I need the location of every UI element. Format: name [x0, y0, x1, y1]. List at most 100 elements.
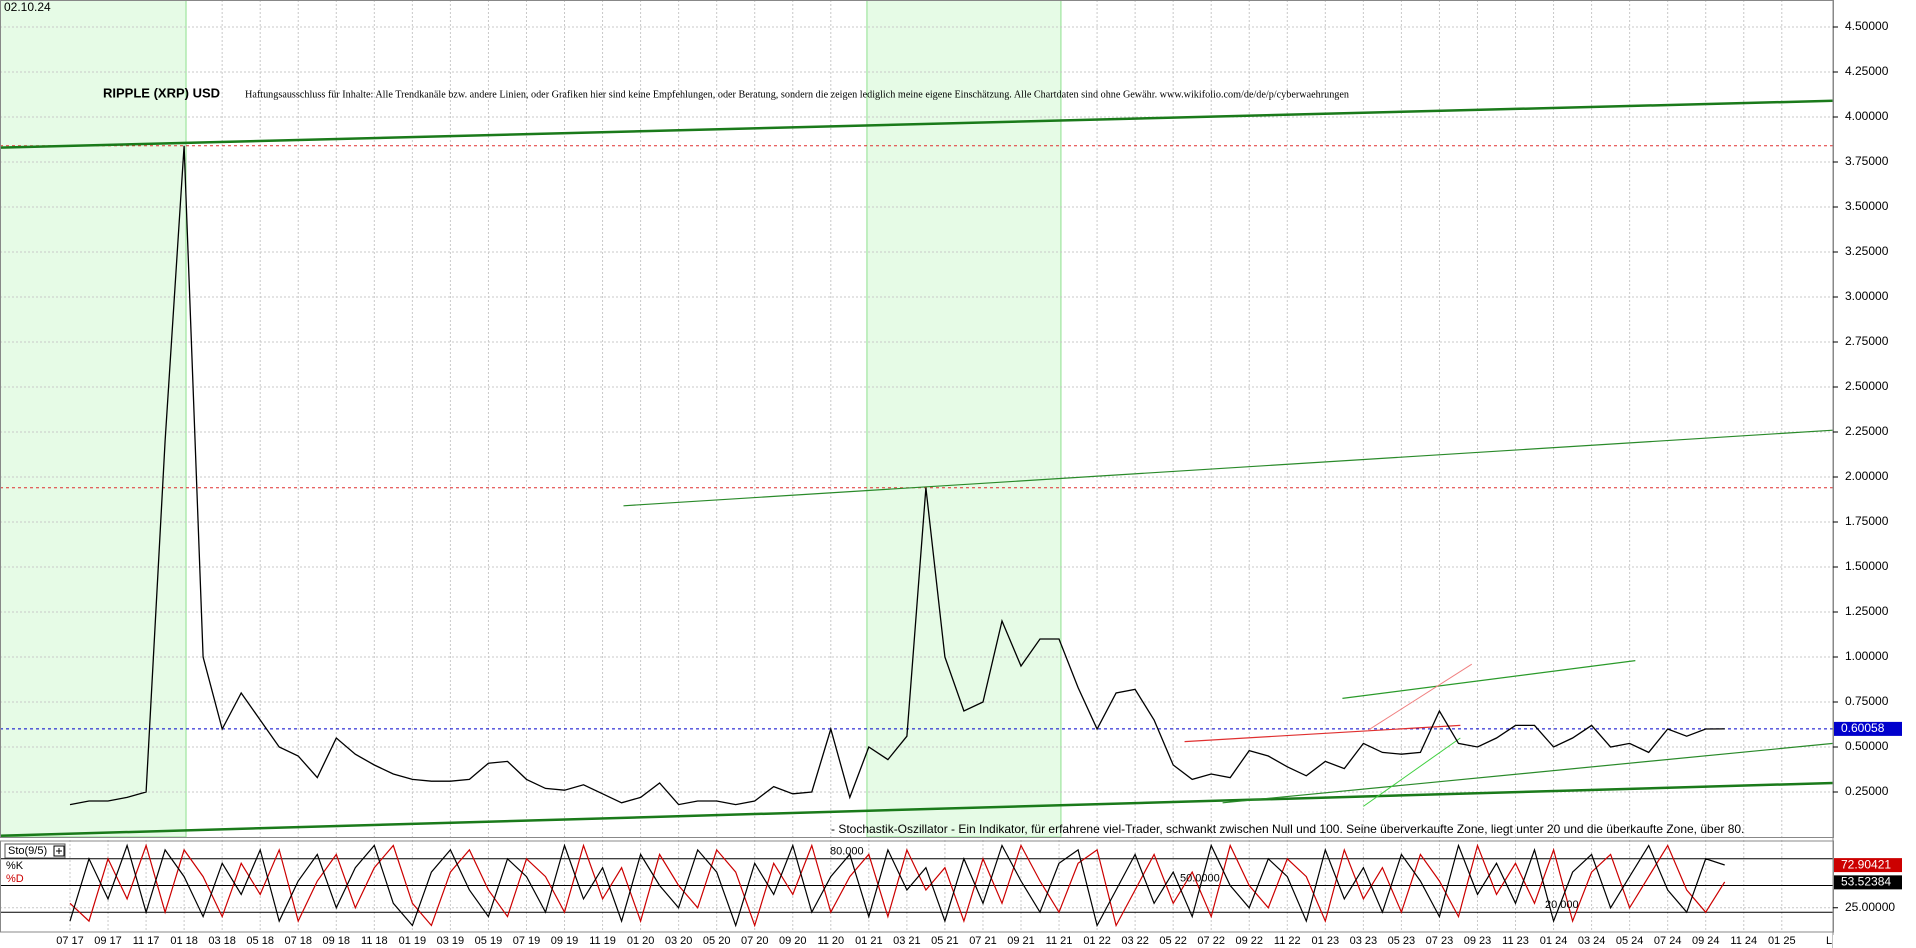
- y-tick-label: 3.00000: [1845, 289, 1889, 303]
- x-tick-label: 05 19: [475, 935, 503, 947]
- y-tick-label: 25.00000: [1845, 900, 1895, 914]
- x-tick-label: 09 19: [551, 935, 579, 947]
- price-tag-label: 0.60058: [1841, 721, 1885, 735]
- price-tag: [1834, 721, 1902, 736]
- y-tick-label: 1.75000: [1845, 514, 1889, 528]
- disclaimer: Haftungsausschluss für Inhalte: Alle Tre…: [245, 89, 1350, 100]
- value-tag-label: 53.52384: [1841, 875, 1891, 889]
- y-tick-label: 0.75000: [1845, 694, 1889, 708]
- x-tick-label: 11 19: [589, 935, 616, 947]
- x-tick-label: 11 22: [1274, 935, 1301, 947]
- value-tag-label: 72.90421: [1841, 857, 1891, 871]
- trend-line: [1363, 737, 1461, 807]
- x-tick-label: 09 20: [779, 935, 807, 947]
- x-tick-label: 03 23: [1350, 935, 1378, 947]
- x-tick-label: 01 19: [399, 935, 427, 947]
- axis-corner: [1833, 935, 1916, 948]
- oscillator-line: [69, 843, 1726, 928]
- x-tick-label: 11 17: [133, 935, 160, 947]
- plot-layer: [0, 99, 1834, 928]
- x-tick-label: 09 23: [1464, 935, 1492, 947]
- level-label: 80.000: [830, 846, 864, 858]
- x-tick-label: 03 24: [1578, 935, 1606, 947]
- legend-label: %D: [6, 873, 24, 885]
- x-tick-label: 05 21: [931, 935, 959, 947]
- y-tick-label: 4.25000: [1845, 64, 1889, 78]
- highlight-zone: [0, 0, 187, 838]
- x-tick-label: 11 20: [817, 935, 844, 947]
- x-tick-label: 03 19: [437, 935, 465, 947]
- y-tick-label: 1.50000: [1845, 559, 1889, 573]
- x-tick-label: 07 21: [969, 935, 997, 947]
- legend-label: %K: [6, 860, 24, 872]
- level-label: 20.000: [1545, 899, 1579, 911]
- y-tick-label: 4.00000: [1845, 109, 1889, 123]
- x-tick-label: 01 20: [627, 935, 655, 947]
- level-label: 50.0000: [1180, 872, 1220, 884]
- x-tick-label: 09 18: [323, 935, 351, 947]
- x-tick-label: 01 25: [1768, 935, 1796, 947]
- x-tick-label: 07 23: [1426, 935, 1454, 947]
- y-tick-label: 4.50000: [1845, 19, 1889, 33]
- x-tick-label: 07 24: [1654, 935, 1682, 947]
- trend-line: [1366, 663, 1473, 732]
- x-tick-label: 11 18: [361, 935, 388, 947]
- trend-line: [1342, 660, 1636, 699]
- x-tick-label: 11 23: [1502, 935, 1529, 947]
- x-tick-label: 11 24: [1730, 935, 1757, 947]
- x-tick-label: 09 22: [1235, 935, 1263, 947]
- annotation: - Stochastik-Oszillator - Ein Indikator,…: [831, 822, 1744, 836]
- x-tick-label: 05 24: [1616, 935, 1644, 947]
- trend-line: [1222, 742, 1834, 804]
- y-tick-label: 1.25000: [1845, 604, 1889, 618]
- x-tick-label: 07 19: [513, 935, 541, 947]
- trend-line: [0, 781, 1834, 837]
- x-tick-label: 03 18: [208, 935, 236, 947]
- x-tick-label: 01 22: [1083, 935, 1111, 947]
- y-tick-label: 0.25000: [1845, 784, 1889, 798]
- y-tick-label: 2.50000: [1845, 379, 1889, 393]
- oscillator-line: [69, 843, 1725, 928]
- date-label: 02.10.24: [4, 0, 51, 14]
- value-tag: [1834, 858, 1902, 873]
- y-tick-label: 1.00000: [1845, 649, 1889, 663]
- value-tag: [1834, 875, 1902, 890]
- x-tick-label: 03 21: [893, 935, 921, 947]
- y-tick-label: 3.25000: [1845, 244, 1889, 258]
- plus-icon: [56, 848, 62, 854]
- indicator-title: Sto(9/5): [8, 845, 47, 857]
- x-tick-label: 07 20: [741, 935, 769, 947]
- x-tick-label: 01 21: [855, 935, 883, 947]
- y-tick-label: 3.75000: [1845, 154, 1889, 168]
- y-tick-label: 2.75000: [1845, 334, 1889, 348]
- x-tick-label: 05 20: [703, 935, 731, 947]
- y-tick-label: 2.00000: [1845, 469, 1889, 483]
- x-tick-label: 01 18: [170, 935, 198, 947]
- x-tick-label: 03 22: [1121, 935, 1149, 947]
- x-tick-label: 01 24: [1540, 935, 1568, 947]
- backdrop-layer: [0, 0, 1833, 932]
- x-tick-label: 01 23: [1312, 935, 1340, 947]
- indicator-box[interactable]: [4, 843, 66, 859]
- x-tick-label: 07 17: [56, 935, 84, 947]
- highlight-zone: [866, 0, 1062, 838]
- trend-line: [0, 99, 1834, 149]
- y-tick-label: 3.50000: [1845, 199, 1889, 213]
- x-tick-label: 09 21: [1007, 935, 1035, 947]
- x-tick-label: 09 17: [94, 935, 122, 947]
- x-tick-label: 11 21: [1046, 935, 1073, 947]
- x-tick-label: 05 18: [246, 935, 274, 947]
- y-tick-label: 0.50000: [1845, 739, 1889, 753]
- scale-button[interactable]: L: [1826, 935, 1832, 947]
- x-tick-label: 07 22: [1197, 935, 1225, 947]
- trend-line: [1184, 724, 1461, 743]
- x-tick-label: 09 24: [1692, 935, 1720, 947]
- y-tick-label: 2.25000: [1845, 424, 1889, 438]
- chart-title: RIPPLE (XRP) USD: [103, 85, 220, 100]
- x-tick-label: 05 23: [1388, 935, 1416, 947]
- x-tick-label: 07 18: [284, 935, 312, 947]
- x-tick-label: 03 20: [665, 935, 693, 947]
- trend-line: [623, 429, 1834, 507]
